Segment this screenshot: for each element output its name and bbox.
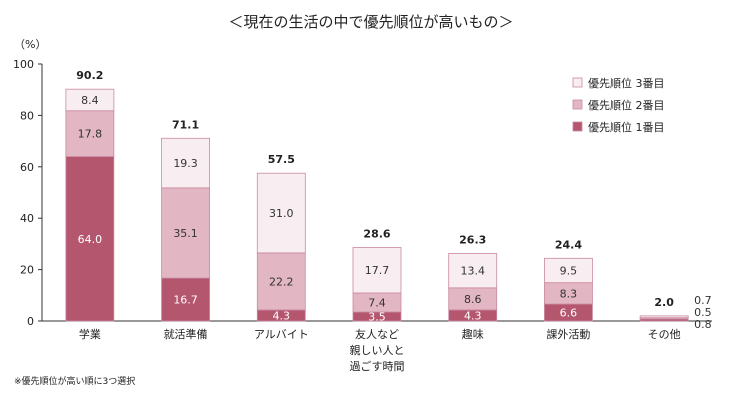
bar-total-label: 90.2 [76,69,103,82]
bar-total-label: 26.3 [459,233,486,246]
x-category-label: 友人など親しい人と過ごす時間 [349,327,404,373]
bar-value-label: 8.3 [560,287,578,300]
bar-value-label: 64.0 [78,233,103,246]
bar-segment [65,156,115,322]
legend-swatch [572,99,583,110]
y-tick-label: 80 [20,109,34,122]
footnote: ※優先順位が高い順に3つ選択 [14,375,135,387]
bar-segment [161,137,210,189]
bar-total-label: 24.4 [555,238,582,251]
bar-value-label: 0.7 [694,294,712,307]
y-axis-unit-label: （%） [14,38,46,51]
x-category-label: 就活準備 [164,327,208,341]
bar-segment [256,172,306,254]
bar-group: 16.7 35.1 19.3 71.1 就活準備 [161,118,210,341]
legend-swatch [572,121,583,132]
bar-segment [544,257,593,284]
bar-segment [65,110,115,157]
bar-value-label: 22.2 [269,275,294,288]
bar-value-label: 4.3 [273,309,291,322]
bar-value-label: 8.4 [81,94,99,107]
legend-item: 優先順位 2番目 [572,98,665,112]
bar-group: 4.3 22.2 31.0 57.5 アルバイト [254,153,309,341]
bar-group: 3.5 7.4 17.7 28.6 友人など親しい人と過ごす時間 [349,227,404,373]
bar-value-label: 8.6 [464,293,482,306]
bar-segment [448,253,498,289]
y-tick-label: 20 [20,264,34,277]
y-tick-label: 0 [27,315,34,328]
bar-value-label: 6.6 [560,307,578,320]
bar-value-label: 17.7 [365,264,390,277]
legend-swatch [572,77,583,88]
bar-group: 64.0 17.8 8.4 90.2 学業 [65,69,115,341]
bar-value-label: 9.5 [560,264,578,277]
y-tick-label: 40 [20,212,34,225]
bar-segment [639,315,689,319]
legend-label: 優先順位 1番目 [588,120,665,134]
bar-group: 6.6 8.3 9.5 24.4 課外活動 [544,238,593,341]
x-category-label: その他 [648,328,681,341]
x-category-label: アルバイト [254,328,309,341]
bar-value-label: 17.8 [78,128,103,141]
bar-value-label: 0.5 [694,306,712,319]
bar-segment [161,277,210,322]
x-category-label: 学業 [79,327,101,341]
bar-total-label: 71.1 [172,118,199,131]
legend-label: 優先順位 2番目 [588,98,665,112]
y-tick-label: 60 [20,161,34,174]
bar-value-label: 19.3 [173,157,198,170]
y-axis: 0 20 40 60 80 100 [13,58,712,328]
bar-total-label: 57.5 [268,153,295,166]
legend-item: 優先順位 1番目 [572,120,665,134]
x-category-label: 趣味 [462,327,484,341]
bar-group: 0.80.50.7 2.0 その他 [639,294,712,341]
bar-value-label: 0.8 [694,318,712,331]
bar-segment [65,88,115,112]
legend-item: 優先順位 3番目 [572,76,665,90]
bar-total-label: 28.6 [363,227,390,240]
chart-title: ＜現在の生活の中で優先順位が高いもの＞ [228,13,513,31]
bar-value-label: 13.4 [460,265,485,278]
bar-value-label: 16.7 [173,294,198,307]
bar-value-label: 3.5 [368,311,386,324]
x-category-label: 課外活動 [546,327,590,341]
bar-value-label: 4.3 [464,309,482,322]
legend-label: 優先順位 3番目 [588,76,665,90]
bar-segment [352,247,402,294]
bar-total-label: 2.0 [654,296,674,309]
bar-value-label: 7.4 [368,296,386,309]
bars-area: 64.0 17.8 8.4 90.2 学業 16.7 35.1 19.3 71.1 就活準備 4.3… [65,69,712,373]
bar-value-label: 31.0 [269,207,294,220]
y-tick-label: 100 [13,58,34,71]
bar-value-label: 35.1 [173,227,198,240]
bar-group: 4.3 8.6 13.4 26.3 趣味 [448,233,498,341]
